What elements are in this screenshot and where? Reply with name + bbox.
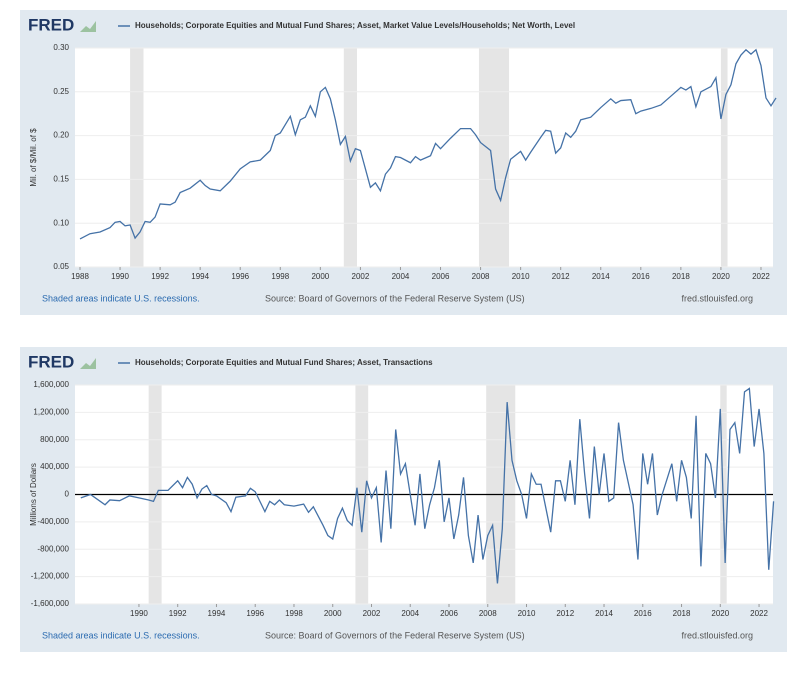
x-tick-label: 1992	[151, 272, 169, 281]
logo-icon	[80, 358, 96, 369]
x-tick-label: 2006	[440, 609, 458, 618]
x-tick-label: 1990	[111, 272, 129, 281]
x-tick-label: 2008	[479, 609, 497, 618]
x-tick-label: 2008	[472, 272, 490, 281]
x-tick-label: 2006	[432, 272, 450, 281]
y-tick-label: 0.05	[53, 262, 69, 271]
x-tick-label: 2014	[592, 272, 610, 281]
y-tick-label: 1,200,000	[33, 407, 69, 416]
y-axis-label: Mil. of $/Mil. of $	[29, 128, 38, 187]
x-tick-label: 1988	[71, 272, 89, 281]
y-axis-label: Millions of Dollars	[29, 463, 38, 526]
x-tick-label: 1992	[169, 609, 187, 618]
y-tick-label: -1,200,000	[31, 572, 70, 581]
y-tick-label: -1,600,000	[31, 599, 70, 608]
logo: FRED	[28, 15, 74, 34]
series-line	[79, 48, 777, 240]
footer-url: fred.stlouisfed.org	[681, 630, 753, 640]
x-tick-label: 1996	[231, 272, 249, 281]
x-tick-label: 2010	[512, 272, 530, 281]
x-tick-label: 2022	[752, 272, 770, 281]
x-tick-label: 1998	[271, 272, 289, 281]
footer-source: Source: Board of Governors of the Federa…	[265, 630, 525, 640]
x-tick-label: 2002	[363, 609, 381, 618]
recession-band	[343, 48, 358, 267]
y-tick-label: 0.20	[53, 131, 69, 140]
x-tick-label: 2018	[673, 609, 691, 618]
footer-note: Shaded areas indicate U.S. recessions.	[42, 630, 200, 640]
logo: FRED	[28, 352, 74, 371]
series-line	[80, 387, 775, 584]
y-tick-label: 0.30	[53, 43, 69, 52]
x-tick-label: 1996	[246, 609, 264, 618]
y-tick-label: 0.10	[53, 218, 69, 227]
x-tick-label: 2000	[324, 609, 342, 618]
y-tick-label: 0	[65, 490, 70, 499]
x-tick-label: 2014	[595, 609, 613, 618]
x-tick-label: 1994	[208, 609, 226, 618]
recession-band	[478, 48, 510, 267]
x-tick-label: 2004	[392, 272, 410, 281]
footer-source: Source: Board of Governors of the Federa…	[265, 293, 525, 303]
y-tick-label: 800,000	[40, 435, 69, 444]
x-tick-label: 1998	[285, 609, 303, 618]
x-tick-label: 2022	[750, 609, 768, 618]
y-tick-label: -400,000	[37, 517, 69, 526]
x-tick-label: 2020	[711, 609, 729, 618]
footer-note: Shaded areas indicate U.S. recessions.	[42, 293, 200, 303]
x-tick-label: 2016	[632, 272, 650, 281]
legend-label: Households; Corporate Equities and Mutua…	[135, 21, 575, 30]
x-tick-label: 2000	[311, 272, 329, 281]
recession-band	[720, 48, 728, 267]
footer-url: fred.stlouisfed.org	[681, 293, 753, 303]
x-tick-label: 2010	[518, 609, 536, 618]
x-tick-label: 2012	[552, 272, 570, 281]
plot-area	[75, 48, 773, 267]
x-tick-label: 2012	[556, 609, 574, 618]
recession-band	[130, 48, 144, 267]
x-tick-label: 2020	[712, 272, 730, 281]
x-tick-label: 2018	[672, 272, 690, 281]
logo-icon	[80, 21, 96, 32]
x-tick-label: 1994	[191, 272, 209, 281]
y-tick-label: 400,000	[40, 462, 69, 471]
x-tick-label: 2004	[401, 609, 419, 618]
legend-label: Households; Corporate Equities and Mutua…	[135, 358, 433, 367]
x-tick-label: 2016	[634, 609, 652, 618]
y-tick-label: 0.25	[53, 87, 69, 96]
x-tick-label: 1990	[130, 609, 148, 618]
y-tick-label: 0.15	[53, 175, 69, 184]
y-tick-label: -800,000	[37, 544, 69, 553]
x-tick-label: 2002	[352, 272, 370, 281]
y-tick-label: 1,600,000	[33, 380, 69, 389]
